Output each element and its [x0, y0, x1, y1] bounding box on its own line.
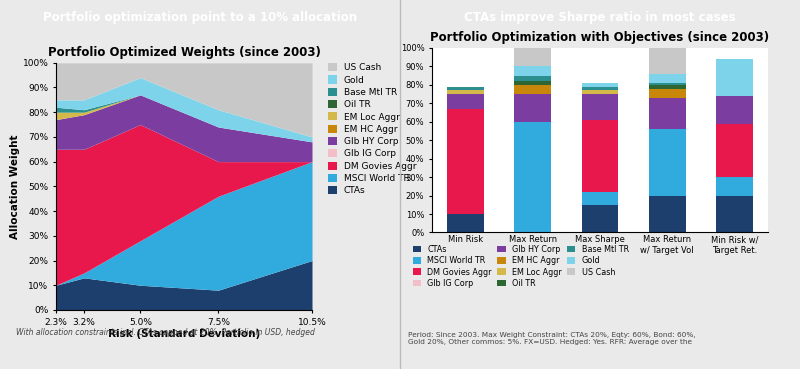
- Bar: [649, 85, 686, 89]
- Bar: [514, 81, 551, 85]
- Bar: [716, 177, 753, 196]
- Bar: [716, 124, 753, 177]
- Bar: [447, 109, 484, 214]
- Bar: [649, 83, 686, 85]
- Bar: [582, 192, 618, 205]
- Bar: [649, 129, 686, 196]
- Text: Period: Since 2003. Max Weight Constraint: CTAs 20%, Eqty: 60%, Bond: 60%,
Gold : Period: Since 2003. Max Weight Constrain…: [408, 332, 696, 345]
- Bar: [716, 196, 753, 232]
- Bar: [447, 94, 484, 109]
- X-axis label: Risk (Standard Deviation): Risk (Standard Deviation): [108, 330, 260, 339]
- Bar: [582, 87, 618, 90]
- Text: With allocation constraints incl. CTAs capped at 20%. Portfolio in USD, hedged: With allocation constraints incl. CTAs c…: [16, 328, 315, 337]
- Title: Portfolio Optimization with Objectives (since 2003): Portfolio Optimization with Objectives (…: [430, 31, 770, 44]
- Legend: US Cash, Gold, Base Mtl TR, Oil TR, EM Loc Aggr, EM HC Aggr, Glb HY Corp, Glb IG: US Cash, Gold, Base Mtl TR, Oil TR, EM L…: [326, 62, 418, 196]
- Bar: [447, 90, 484, 94]
- Legend: CTAs, MSCI World TR, DM Govies Aggr, Glb IG Corp, Glb HY Corp, EM HC Aggr, EM Lo: CTAs, MSCI World TR, DM Govies Aggr, Glb…: [412, 244, 630, 289]
- Bar: [514, 94, 551, 122]
- Bar: [447, 87, 484, 90]
- Text: CTAs improve Sharpe ratio in most cases: CTAs improve Sharpe ratio in most cases: [464, 11, 736, 24]
- Bar: [514, 122, 551, 232]
- Bar: [514, 76, 551, 81]
- Bar: [514, 85, 551, 94]
- Bar: [514, 66, 551, 76]
- Text: Portfolio optimization point to a 10% allocation: Portfolio optimization point to a 10% al…: [43, 11, 357, 24]
- Bar: [649, 74, 686, 83]
- Bar: [582, 90, 618, 94]
- Bar: [582, 205, 618, 232]
- Bar: [716, 59, 753, 96]
- Bar: [447, 214, 484, 232]
- Bar: [649, 98, 686, 129]
- Bar: [649, 89, 686, 98]
- Bar: [582, 83, 618, 87]
- Y-axis label: Allocation Weight: Allocation Weight: [10, 134, 20, 239]
- Bar: [716, 96, 753, 124]
- Bar: [582, 120, 618, 192]
- Bar: [649, 48, 686, 74]
- Bar: [514, 48, 551, 66]
- Title: Portfolio Optimized Weights (since 2003): Portfolio Optimized Weights (since 2003): [47, 46, 321, 59]
- Bar: [582, 94, 618, 120]
- Bar: [649, 196, 686, 232]
